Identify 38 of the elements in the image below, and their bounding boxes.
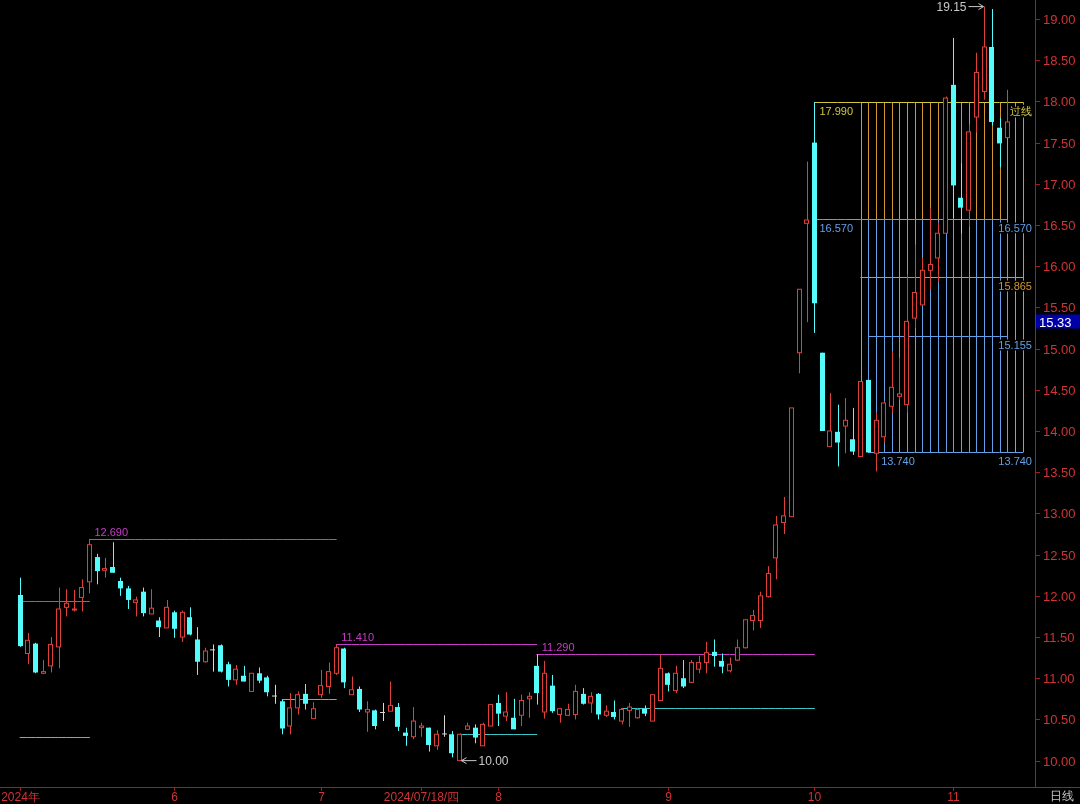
x-tick-label: 6 bbox=[171, 790, 179, 804]
x-tick-label: 8 bbox=[495, 790, 503, 804]
y-tick-label: 13.50 bbox=[1043, 465, 1076, 480]
note: 19.15 bbox=[936, 0, 984, 14]
y-tick-label: 17.50 bbox=[1043, 136, 1076, 151]
y-tick-label: 18.00 bbox=[1043, 94, 1076, 109]
y-tick-label: 11.00 bbox=[1043, 671, 1075, 686]
y-tick-label: 15.00 bbox=[1043, 342, 1076, 357]
x-tick-label: 10 bbox=[807, 790, 822, 804]
y-tick-label: 14.50 bbox=[1043, 383, 1076, 398]
data-label: 16.570 bbox=[819, 222, 854, 235]
note: 10.00 bbox=[461, 753, 509, 768]
y-tick-label: 16.00 bbox=[1043, 259, 1076, 274]
data-label: 13.740 bbox=[881, 455, 915, 468]
y-tick-label: 19.00 bbox=[1043, 12, 1076, 27]
data-label: 11.290 bbox=[541, 641, 575, 654]
data-label: 17.990 bbox=[819, 105, 854, 118]
x-tick-label: 2024/07/18/四 bbox=[383, 790, 460, 804]
y-tick-label: 11.50 bbox=[1043, 630, 1075, 645]
text: 日线 bbox=[1050, 789, 1074, 803]
data-label: 13.740 bbox=[998, 455, 1032, 468]
y-tick-label: 18.50 bbox=[1043, 53, 1076, 68]
data-label: 12.690 bbox=[94, 525, 129, 538]
x-tick-label: 2024年 bbox=[1, 790, 40, 804]
y-tick-label: 14.00 bbox=[1043, 424, 1076, 439]
x-tick-label: 11 bbox=[947, 790, 961, 804]
x-tick-label: 9 bbox=[665, 790, 673, 804]
y-tick-label: 15.50 bbox=[1043, 300, 1076, 315]
y-tick-label: 17.00 bbox=[1043, 177, 1076, 192]
x-tick-label: 7 bbox=[318, 790, 326, 804]
data-label: 11.410 bbox=[341, 631, 375, 644]
y-tick-label: 10.50 bbox=[1043, 712, 1076, 727]
y-tick-label: 15.33 bbox=[1039, 314, 1072, 330]
y-tick-label: 13.00 bbox=[1043, 506, 1076, 521]
y-tick-label: 10.00 bbox=[1043, 754, 1076, 769]
y-tick-label: 12.50 bbox=[1043, 548, 1076, 563]
y-tick-label: 12.00 bbox=[1043, 589, 1076, 604]
y-tick-label: 16.50 bbox=[1043, 218, 1076, 233]
